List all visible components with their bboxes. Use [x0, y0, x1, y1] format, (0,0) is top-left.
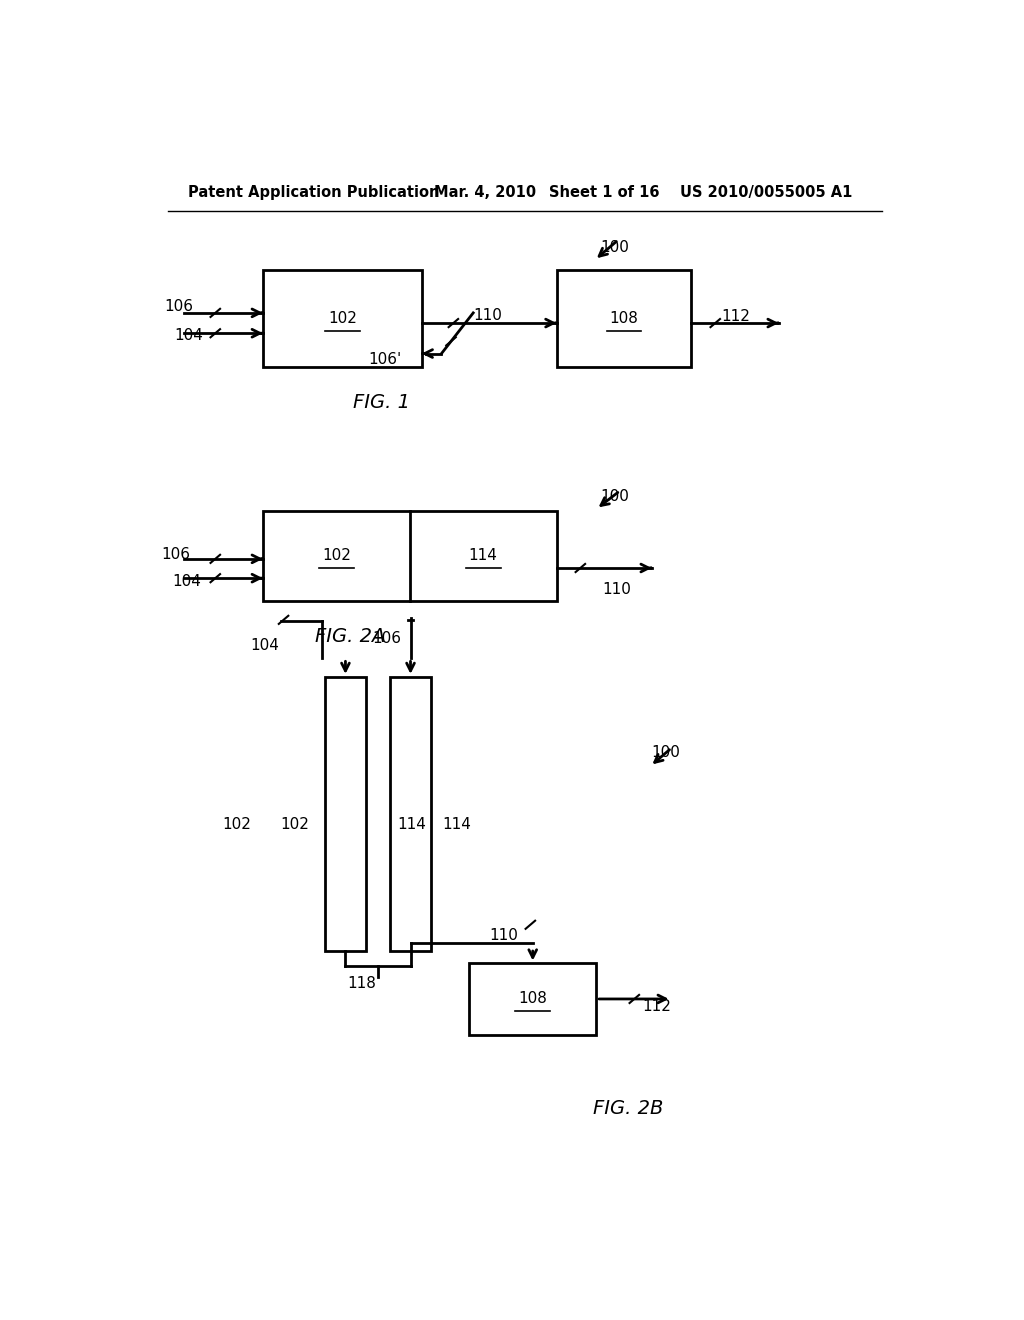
Text: 114: 114 — [469, 548, 498, 564]
Bar — [469, 964, 596, 1035]
Text: 104: 104 — [172, 574, 201, 589]
Text: 102: 102 — [222, 817, 251, 832]
Text: 100: 100 — [652, 744, 681, 760]
Text: 106: 106 — [164, 298, 194, 314]
Text: 108: 108 — [518, 991, 547, 1006]
Text: 102: 102 — [328, 312, 356, 326]
Text: Mar. 4, 2010: Mar. 4, 2010 — [433, 185, 536, 201]
Bar — [325, 677, 367, 952]
Text: 112: 112 — [722, 309, 751, 323]
Text: 100: 100 — [600, 240, 629, 255]
Text: 102: 102 — [322, 548, 351, 564]
Text: US 2010/0055005 A1: US 2010/0055005 A1 — [680, 185, 852, 201]
Text: 106: 106 — [161, 546, 189, 562]
Bar — [557, 271, 691, 367]
Text: 100: 100 — [600, 488, 629, 504]
Text: 110: 110 — [489, 928, 518, 942]
Text: 108: 108 — [609, 312, 638, 326]
Text: Patent Application Publication: Patent Application Publication — [187, 185, 439, 201]
Text: FIG. 2B: FIG. 2B — [593, 1100, 664, 1118]
Text: 118: 118 — [348, 975, 377, 990]
Text: 106': 106' — [369, 351, 401, 367]
Text: 106: 106 — [373, 631, 401, 647]
Text: 112: 112 — [642, 999, 671, 1014]
Text: 114: 114 — [442, 817, 471, 832]
Bar — [390, 677, 431, 952]
Bar — [263, 511, 557, 601]
Text: 110: 110 — [602, 582, 632, 597]
Bar — [263, 271, 422, 367]
Text: 104: 104 — [174, 329, 204, 343]
Text: 114: 114 — [397, 817, 427, 832]
Text: 102: 102 — [281, 817, 309, 832]
Text: Sheet 1 of 16: Sheet 1 of 16 — [549, 185, 659, 201]
Text: 104: 104 — [250, 639, 279, 653]
Text: FIG. 2A: FIG. 2A — [315, 627, 385, 645]
Text: 110: 110 — [473, 308, 502, 323]
Text: FIG. 1: FIG. 1 — [353, 393, 411, 412]
